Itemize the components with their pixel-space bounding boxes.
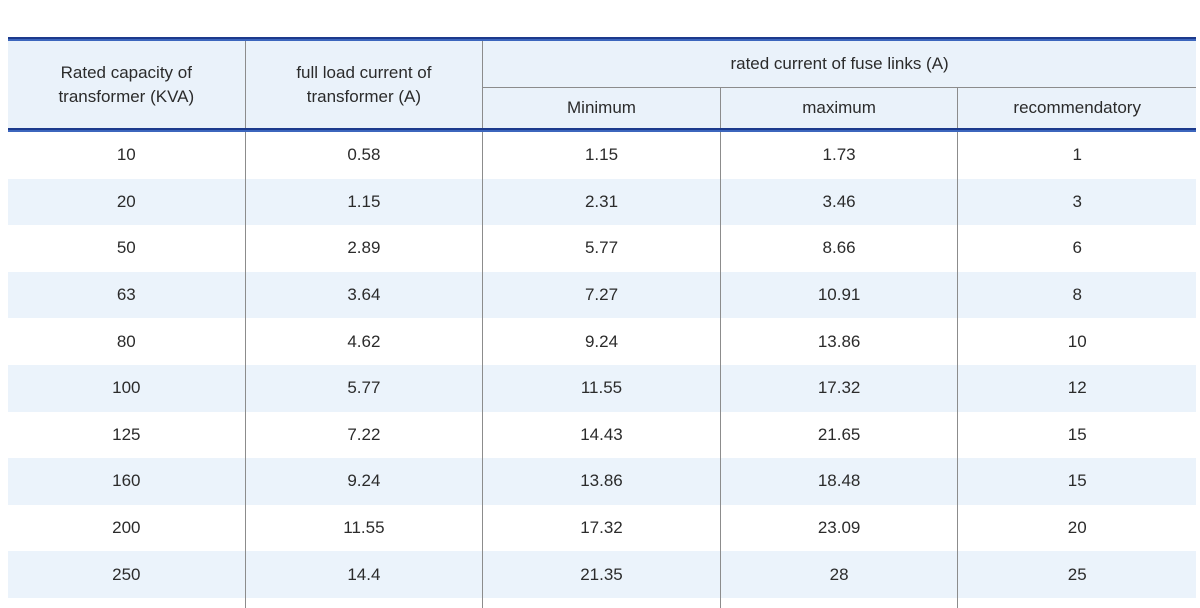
table-cell: 0.58 [246,132,484,179]
table-cell: 2.31 [483,178,721,226]
header-fuse-links-group: rated current of fuse links (A) [483,41,1196,88]
table-row-partial [8,597,1196,608]
table-cell: 6 [1072,238,1082,258]
table-row: 20 1.15 2.31 3.46 3 [8,178,1196,226]
header-rated-capacity-line2: transformer (KVA) [58,86,195,106]
table-row: 250 14.4 21.35 28 25 [8,551,1196,598]
table-cell: 20 [8,178,246,226]
table-cell: 10 [1067,331,1087,351]
table-cell: 4.62 [246,318,484,365]
table-cell: 15 [1067,424,1087,444]
header-rated-capacity: Rated capacity of transformer (KVA) [8,41,246,128]
table-cell: 11.55 [483,364,721,412]
header-full-load-current: full load current of transformer (A) [246,41,484,128]
table-cell [8,597,246,608]
table-cell: 1.15 [246,178,484,226]
table-cell: 3.64 [246,271,484,319]
table-cell: 3 [1072,191,1082,211]
table-cell: 5.77 [483,225,721,272]
table-row: 50 2.89 5.77 8.66 6 [8,225,1196,272]
table-cell [721,597,959,608]
table-cell: 250 [8,551,246,598]
table-cell: 7.22 [246,411,484,459]
table-cell: 100 [8,364,246,412]
table-header: Rated capacity of transformer (KVA) full… [8,41,1196,128]
table-cell: 1.73 [721,132,959,179]
header-bottom-rule [8,128,1196,132]
header-full-load-current-line2: transformer (A) [306,86,422,106]
table-row: 63 3.64 7.27 10.91 8 [8,271,1196,319]
table-cell: 125 [8,411,246,459]
table-cell: 200 [8,504,246,552]
table-cell: 2.89 [246,225,484,272]
fuse-links-table: Rated capacity of transformer (KVA) full… [8,37,1196,608]
table-cell: 10 [8,132,246,179]
table-cell: 9.24 [483,318,721,365]
table-cell: 17.32 [483,504,721,552]
table-cell: 63 [8,271,246,319]
table-row: 10 0.58 1.15 1.73 1 [8,132,1196,179]
table-cell: 25 [1067,564,1087,584]
table-row: 200 11.55 17.32 23.09 20 [8,504,1196,552]
header-recommendatory: recommendatory [1013,98,1141,117]
table-row: 80 4.62 9.24 13.86 10 [8,318,1196,365]
table-cell: 21.35 [483,551,721,598]
table-row: 160 9.24 13.86 18.48 15 [8,458,1196,505]
table-cell: 10.91 [721,271,959,319]
table-cell: 20 [1067,518,1087,538]
table-cell [246,597,484,608]
table-cell: 3.46 [721,178,959,226]
table-cell: 1 [1072,145,1082,165]
table-cell: 28 [721,551,959,598]
table-cell [958,598,1196,608]
table-cell: 11.55 [246,504,484,552]
table-cell: 21.65 [721,411,959,459]
table-cell: 8.66 [721,225,959,272]
table-cell: 1.15 [483,132,721,179]
table-row: 100 5.77 11.55 17.32 12 [8,364,1196,412]
table-cell: 23.09 [721,504,959,552]
table-cell: 7.27 [483,271,721,319]
table-cell: 18.48 [721,458,959,505]
header-minimum: Minimum [483,88,721,128]
table-cell: 13.86 [721,318,959,365]
header-rated-capacity-line1: Rated capacity of [60,62,192,82]
header-full-load-current-line1: full load current of [296,62,432,82]
table-cell: 14.43 [483,411,721,459]
table-cell: 15 [1067,471,1087,491]
table-cell: 9.24 [246,458,484,505]
table-cell: 14.4 [246,551,484,598]
table-top-rule [8,37,1196,41]
table-cell: 5.77 [246,364,484,412]
table-cell: 13.86 [483,458,721,505]
table-cell: 80 [8,318,246,365]
table-cell [483,597,721,608]
table-cell: 12 [1067,378,1087,398]
table-cell: 160 [8,458,246,505]
table-cell: 8 [1072,285,1082,305]
table-body: 10 0.58 1.15 1.73 1 20 1.15 2.31 3.46 3 50 2.89 5.77… [8,132,1196,598]
table-cell: 17.32 [721,364,959,412]
table-row: 125 7.22 14.43 21.65 15 [8,411,1196,459]
header-maximum: maximum [721,88,959,128]
table-cell: 50 [8,225,246,272]
